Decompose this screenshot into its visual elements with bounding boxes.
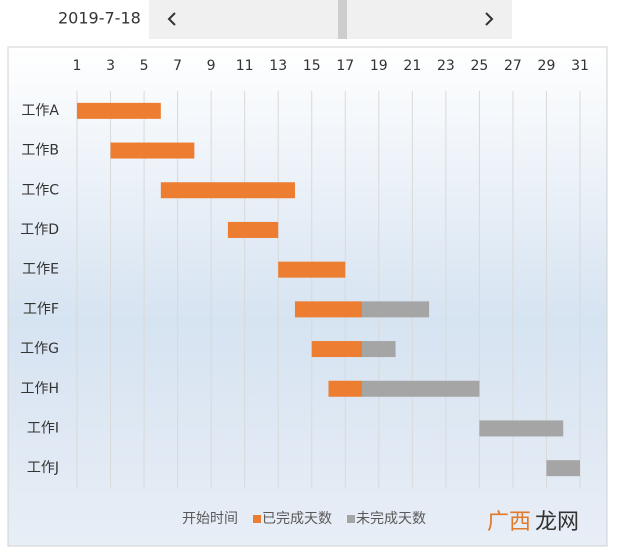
y-tick-label: 工作A (21, 103, 59, 119)
x-tick-label: 1 (73, 58, 82, 74)
x-tick-label: 31 (571, 58, 589, 74)
watermark: 广西 (487, 510, 531, 535)
bar (362, 341, 396, 358)
y-tick-label: 工作G (20, 341, 59, 357)
x-tick-label: 17 (336, 58, 354, 74)
x-tick-label: 11 (236, 58, 254, 74)
x-tick-label: 25 (470, 58, 488, 74)
date-label: 2019-7-18 (58, 9, 141, 28)
x-tick-label: 21 (403, 58, 421, 74)
bar (311, 341, 363, 358)
x-tick-label: 7 (173, 58, 182, 74)
scroll-right[interactable] (485, 12, 494, 26)
plot: 1 3 5 7 9 11 13 15 17 19 21 23 25 27 29 31工作A工作B工作C工作D工… (20, 58, 589, 527)
x-tick-label: 9 (207, 58, 216, 74)
legend-label: 开始时间 (182, 511, 238, 527)
x-tick-label: 23 (437, 58, 455, 74)
y-tick-label: 工作J (27, 460, 59, 476)
bar (278, 261, 346, 278)
chart-area (7, 46, 608, 547)
y-tick-label: 工作C (21, 182, 59, 198)
bar (362, 380, 480, 397)
legend-label: 已完成天数 (262, 511, 332, 527)
x-tick-label: 13 (269, 58, 287, 74)
y-tick-label: 工作H (20, 381, 59, 397)
bar (479, 420, 564, 437)
bar (294, 301, 363, 318)
bar (160, 182, 295, 199)
y-tick-label: 工作B (21, 143, 59, 159)
legend-label: 未完成天数 (356, 511, 426, 527)
x-tick-label: 27 (504, 58, 522, 74)
scroll-thumb[interactable] (338, 0, 347, 39)
bar (328, 380, 363, 397)
y-tick-label: 工作F (23, 301, 59, 317)
watermark: 龙网 (535, 510, 579, 535)
x-tick-label: 15 (303, 58, 321, 74)
x-tick-label: 29 (538, 58, 556, 74)
legend-marker (347, 515, 355, 523)
x-tick-label: 19 (370, 58, 388, 74)
legend-marker (253, 515, 261, 523)
bar (110, 142, 195, 159)
bar (362, 301, 430, 318)
scroll-left[interactable] (167, 12, 176, 26)
x-tick-label: 5 (140, 58, 149, 74)
y-tick-label: 工作E (22, 262, 59, 278)
scrollbar[interactable] (149, 0, 512, 39)
x-tick-label: 3 (106, 58, 115, 74)
bar (77, 102, 161, 119)
y-tick-label: 工作D (20, 222, 59, 238)
bar (546, 460, 580, 477)
bar (227, 221, 279, 238)
y-tick-label: 工作I (27, 420, 59, 436)
